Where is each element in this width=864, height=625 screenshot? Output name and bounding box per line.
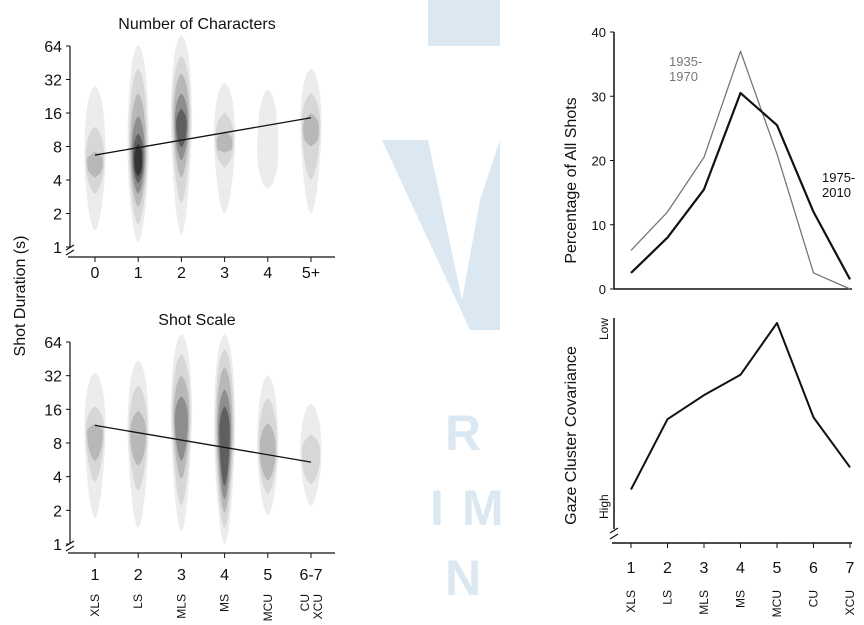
percentage-series-label-2: 1975- bbox=[822, 170, 855, 185]
characters-x-tick-label: 0 bbox=[91, 265, 100, 282]
characters-y-tick-label: 1 bbox=[53, 240, 62, 257]
scale-x-tick-label: 2 bbox=[134, 567, 143, 584]
characters-y-tick-label: 2 bbox=[53, 207, 62, 224]
scale-category-sublabel: CU bbox=[298, 594, 312, 611]
shot-scale-density-chart: 1 2 4 8 16 32 64 1 2 3 4 5 6-7 XLS LS MLS MS MCU CU XCU Shot… bbox=[44, 312, 335, 621]
characters-x-tick-label: 4 bbox=[263, 265, 272, 282]
percentage-series-label-1: 1935- bbox=[669, 54, 702, 69]
gaze-category-sublabel: MLS bbox=[697, 590, 711, 615]
scale-y-tick-label: 4 bbox=[53, 470, 62, 487]
gaze-category-sublabel: XLS bbox=[624, 590, 638, 613]
characters-y-tick-label: 64 bbox=[44, 39, 62, 56]
watermark-letter-r: R bbox=[445, 405, 481, 461]
characters-x-tick-label: 2 bbox=[177, 265, 186, 282]
percentage-y-tick-label: 30 bbox=[592, 89, 606, 104]
characters-density-chart: 1 2 4 8 16 32 64 0 1 2 3 4 5+ Number of Characters bbox=[44, 16, 335, 282]
percentage-y-axis-label: Percentage of All Shots bbox=[563, 97, 580, 263]
characters-trend-line bbox=[94, 117, 312, 156]
scale-x-tick-label: 4 bbox=[220, 567, 229, 584]
characters-y-tick-label: 16 bbox=[44, 106, 62, 123]
gaze-category-sublabel: XCU bbox=[843, 590, 857, 615]
scale-y-tick-label: 16 bbox=[44, 402, 62, 419]
density-blob-characters-2-level-5 bbox=[176, 108, 187, 148]
percentage-series-label-2: 2010 bbox=[822, 185, 851, 200]
percentage-y-tick-label: 10 bbox=[592, 218, 606, 233]
gaze-category-sublabel: CU bbox=[807, 590, 821, 607]
scale-x-tick-label: 3 bbox=[177, 567, 186, 584]
percentage-series-line-2 bbox=[630, 91, 851, 280]
scale-x-tick-label: 6-7 bbox=[299, 567, 322, 584]
characters-y-tick-label: 32 bbox=[44, 73, 62, 90]
scale-y-tick-label: 64 bbox=[44, 335, 62, 352]
watermark-letter-i: I bbox=[430, 480, 444, 536]
gaze-y-axis-label: Gaze Cluster Covariance bbox=[563, 346, 580, 525]
percentage-series-label-1: 1970 bbox=[669, 69, 698, 84]
gaze-x-tick-label: 2 bbox=[663, 560, 672, 577]
scale-y-tick-label: 2 bbox=[53, 503, 62, 520]
gaze-axis-break bbox=[609, 527, 619, 540]
characters-x-tick-label: 3 bbox=[220, 265, 229, 282]
gaze-y-end-label-bottom: High bbox=[597, 494, 611, 519]
watermark-letter-n: N bbox=[445, 550, 481, 606]
characters-x-tick-label: 1 bbox=[134, 265, 143, 282]
density-blob-scale-6-7-level-2 bbox=[301, 434, 321, 485]
gaze-category-sublabel: LS bbox=[661, 590, 675, 605]
scale-category-sublabel: XLS bbox=[88, 594, 102, 617]
density-blob-characters-3-level-3 bbox=[216, 131, 233, 153]
scale-y-tick-label: 1 bbox=[53, 537, 62, 554]
density-blob-characters-0-level-3 bbox=[87, 151, 103, 178]
gaze-x-tick-label: 1 bbox=[627, 560, 636, 577]
density-blob-characters-1-level-6 bbox=[134, 143, 143, 177]
characters-y-tick-label: 4 bbox=[53, 173, 62, 190]
scale-y-tick-label: 32 bbox=[44, 369, 62, 386]
gaze-category-sublabel: MS bbox=[734, 590, 748, 608]
percentage-series-line-1 bbox=[630, 50, 851, 290]
characters-y-tick-label: 8 bbox=[53, 140, 62, 157]
gaze-x-tick-label: 4 bbox=[736, 560, 745, 577]
scale-category-sublabel: MCU bbox=[261, 594, 275, 621]
characters-x-tick-label: 5+ bbox=[302, 265, 320, 282]
characters-chart-title: Number of Characters bbox=[118, 16, 275, 33]
density-blob-characters-5+-level-3 bbox=[303, 113, 319, 147]
scale-x-tick-label: 5 bbox=[263, 567, 272, 584]
shared-y-axis-label: Shot Duration (s) bbox=[12, 236, 29, 357]
scale-y-tick-label: 8 bbox=[53, 436, 62, 453]
watermark-v-shape bbox=[382, 140, 500, 330]
density-blob-scale-4-level-5 bbox=[219, 406, 230, 487]
density-blob-scale-3-level-4 bbox=[174, 396, 188, 462]
watermark-top-bar bbox=[428, 0, 500, 46]
gaze-covariance-line-chart: Gaze Cluster Covariance Low High 1 2 3 4 5 6 7 XLS… bbox=[563, 318, 857, 618]
density-blob-characters-4-level-1 bbox=[257, 89, 279, 190]
scale-trend-line bbox=[94, 424, 312, 463]
percentage-y-tick-label: 40 bbox=[592, 25, 606, 40]
watermark-letter-m: M bbox=[462, 480, 504, 536]
percentage-y-tick-label: 0 bbox=[599, 282, 606, 297]
scale-category-sublabel: LS bbox=[131, 594, 145, 609]
gaze-x-tick-label: 3 bbox=[700, 560, 709, 577]
gaze-x-tick-label: 7 bbox=[846, 560, 855, 577]
scale-category-sublabel: XCU bbox=[311, 594, 325, 619]
gaze-category-sublabel: MCU bbox=[770, 590, 784, 617]
scale-x-tick-label: 1 bbox=[91, 567, 100, 584]
scale-category-sublabel: MLS bbox=[174, 594, 188, 619]
watermark: R I M N bbox=[382, 0, 504, 606]
percentage-y-tick-label: 20 bbox=[592, 154, 606, 169]
scale-category-sublabel: MS bbox=[218, 594, 232, 612]
scale-chart-title: Shot Scale bbox=[158, 312, 235, 329]
density-blob-scale-1-level-3 bbox=[87, 423, 103, 462]
gaze-y-end-label-top: Low bbox=[597, 318, 611, 340]
gaze-series-line bbox=[630, 322, 851, 490]
density-blob-scale-5-level-3 bbox=[259, 423, 276, 481]
gaze-x-tick-label: 5 bbox=[773, 560, 782, 577]
density-blob-scale-2-level-3 bbox=[130, 410, 147, 466]
gaze-x-tick-label: 6 bbox=[809, 560, 818, 577]
